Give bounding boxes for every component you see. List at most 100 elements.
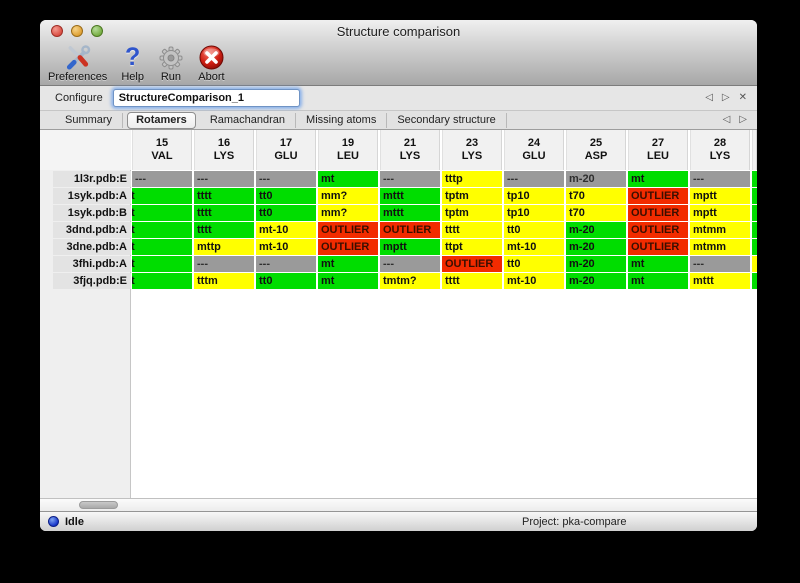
rotamer-cell[interactable]: mt xyxy=(318,171,378,187)
tab-ramachandran[interactable]: Ramachandran xyxy=(200,112,297,128)
scrollbar-thumb[interactable] xyxy=(79,501,118,509)
rotamer-cell[interactable]: t70 xyxy=(566,188,626,204)
tab-scroll-right-button[interactable]: ▷ xyxy=(739,114,747,125)
tab-summary[interactable]: Summary xyxy=(55,112,124,128)
rotamer-cell[interactable]: OUTLIER xyxy=(628,205,688,221)
rotamer-cell[interactable]: --- xyxy=(256,256,316,272)
rotamer-cell[interactable]: t70 xyxy=(566,205,626,221)
rotamer-cell[interactable]: OUTLIER xyxy=(628,222,688,238)
rotamer-cell[interactable]: m-20 xyxy=(566,256,626,272)
rotamer-cell[interactable]: mtmm xyxy=(690,239,750,255)
rotamer-cell[interactable]: tttt xyxy=(194,222,254,238)
rotamer-cell-clipped[interactable] xyxy=(752,205,757,221)
rotamer-cell[interactable]: mt xyxy=(628,273,688,289)
preferences-button[interactable]: Preferences xyxy=(48,44,107,83)
rotamer-cell[interactable]: tp10 xyxy=(504,205,564,221)
rotamer-cell[interactable]: tttt xyxy=(194,188,254,204)
rotamer-cell[interactable]: t xyxy=(132,239,192,255)
rotamer-cell[interactable]: mt xyxy=(318,256,378,272)
rotamer-cell[interactable]: mptt xyxy=(690,205,750,221)
rotamer-cell[interactable]: tt0 xyxy=(504,222,564,238)
rotamer-cell[interactable]: mttt xyxy=(380,188,440,204)
zoom-button[interactable] xyxy=(91,25,103,37)
rotamer-cell[interactable]: OUTLIER xyxy=(442,256,502,272)
rotamer-cell[interactable]: m-20 xyxy=(566,222,626,238)
rotamer-cell[interactable]: mtmm xyxy=(690,222,750,238)
rotamer-cell[interactable]: tptm xyxy=(442,188,502,204)
rotamer-cell[interactable]: mt xyxy=(318,273,378,289)
rotamer-cell[interactable]: OUTLIER xyxy=(318,239,378,255)
rotamer-cell-clipped[interactable] xyxy=(752,239,757,255)
row-label[interactable]: 3fhi.pdb:A xyxy=(53,256,131,272)
row-label[interactable]: 3fjq.pdb:E xyxy=(53,273,131,289)
row-label[interactable]: 1syk.pdb:A xyxy=(53,188,131,204)
rotamer-cell[interactable]: tt0 xyxy=(504,256,564,272)
rotamer-cell[interactable]: --- xyxy=(256,171,316,187)
rotamer-cell[interactable]: mt-10 xyxy=(256,222,316,238)
rotamer-cell[interactable]: tttt xyxy=(442,273,502,289)
rotamer-cell[interactable]: --- xyxy=(690,256,750,272)
rotamer-cell[interactable]: tt0 xyxy=(256,273,316,289)
rotamer-cell[interactable]: mm? xyxy=(318,188,378,204)
rotamer-cell[interactable]: mt-10 xyxy=(504,239,564,255)
close-button[interactable] xyxy=(51,25,63,37)
rotamer-cell[interactable]: mttt xyxy=(690,273,750,289)
rotamer-cell[interactable]: --- xyxy=(504,171,564,187)
rotamer-cell[interactable]: ttpt xyxy=(442,239,502,255)
rotamer-cell-clipped[interactable] xyxy=(752,273,757,289)
rotamer-cell[interactable]: t xyxy=(132,222,192,238)
tab-missing-atoms[interactable]: Missing atoms xyxy=(296,112,388,128)
rotamer-cell[interactable]: --- xyxy=(132,171,192,187)
rotamer-cell[interactable]: t xyxy=(132,205,192,221)
rotamer-cell[interactable]: m-20 xyxy=(566,239,626,255)
rotamer-cell-clipped[interactable] xyxy=(752,256,757,272)
row-label[interactable]: 3dnd.pdb:A xyxy=(53,222,131,238)
configuration-name-input[interactable] xyxy=(112,89,300,107)
rotamer-cell[interactable]: mttp xyxy=(194,239,254,255)
rotamer-cell[interactable]: tttt xyxy=(194,205,254,221)
rotamer-cell[interactable]: OUTLIER xyxy=(380,222,440,238)
rotamer-cell-clipped[interactable] xyxy=(752,222,757,238)
rotamer-cell[interactable]: --- xyxy=(380,171,440,187)
rotamer-cell[interactable]: mptt xyxy=(690,188,750,204)
help-button[interactable]: ? Help xyxy=(121,44,144,84)
rotamer-cell[interactable]: tptm xyxy=(442,205,502,221)
row-label[interactable]: 3dne.pdb:A xyxy=(53,239,131,255)
rotamer-cell[interactable]: t xyxy=(132,256,192,272)
rotamer-cell[interactable]: --- xyxy=(380,256,440,272)
rotamer-cell-clipped[interactable] xyxy=(752,171,757,187)
abort-button[interactable]: Abort xyxy=(198,44,225,83)
tab-scroll-left-button[interactable]: ◁ xyxy=(722,114,731,125)
tab-rotamers[interactable]: Rotamers xyxy=(127,111,196,129)
rotamer-cell[interactable]: tmtm? xyxy=(380,273,440,289)
row-label[interactable]: 1l3r.pdb:E xyxy=(53,171,131,187)
minimize-button[interactable] xyxy=(71,25,83,37)
rotamer-cell[interactable]: OUTLIER xyxy=(318,222,378,238)
rotamer-cell[interactable]: t xyxy=(132,273,192,289)
previous-configuration-button[interactable]: ◁ xyxy=(705,92,713,103)
rotamer-cell[interactable]: tttt xyxy=(442,222,502,238)
rotamer-cell[interactable]: --- xyxy=(690,171,750,187)
rotamer-cell[interactable]: mt-10 xyxy=(504,273,564,289)
title-bar[interactable]: Structure comparison xyxy=(40,20,757,42)
rotamer-cell[interactable]: mm? xyxy=(318,205,378,221)
rotamer-cell[interactable]: t xyxy=(132,188,192,204)
close-configuration-icon[interactable]: ✕ xyxy=(738,92,747,103)
rotamer-cell[interactable]: tt0 xyxy=(256,205,316,221)
row-label[interactable]: 1syk.pdb:B xyxy=(53,205,131,221)
rotamer-cell[interactable]: --- xyxy=(194,171,254,187)
rotamer-cell-clipped[interactable] xyxy=(752,188,757,204)
rotamer-cell[interactable]: mt-10 xyxy=(256,239,316,255)
rotamer-cell[interactable]: tttm xyxy=(194,273,254,289)
rotamer-cell[interactable]: OUTLIER xyxy=(628,239,688,255)
next-configuration-button[interactable]: ▷ xyxy=(721,92,730,103)
rotamer-cell[interactable]: mptt xyxy=(380,239,440,255)
rotamer-cell[interactable]: m-20 xyxy=(566,171,626,187)
rotamer-cell[interactable]: mttt xyxy=(380,205,440,221)
rotamer-cell[interactable]: m-20 xyxy=(566,273,626,289)
rotamer-cell[interactable]: mt xyxy=(628,171,688,187)
run-button[interactable]: Run xyxy=(158,44,184,83)
rotamer-cell[interactable]: tp10 xyxy=(504,188,564,204)
horizontal-scrollbar[interactable] xyxy=(40,498,757,511)
tab-secondary-structure[interactable]: Secondary structure xyxy=(387,112,507,128)
